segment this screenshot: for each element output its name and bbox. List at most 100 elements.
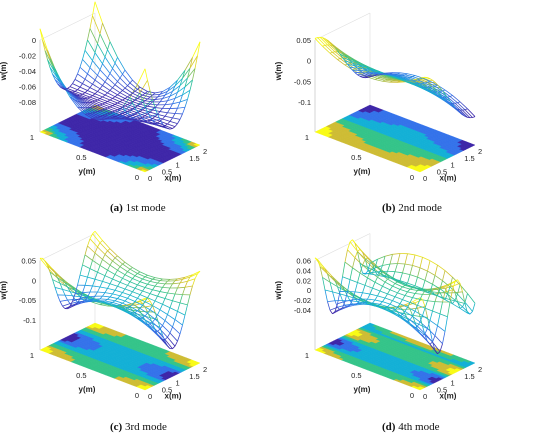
- mesh-line: [319, 266, 328, 275]
- mesh-line: [117, 92, 121, 96]
- mesh-line: [374, 71, 378, 74]
- mesh-line: [184, 285, 193, 288]
- mesh-line: [77, 97, 81, 99]
- mesh-line: [417, 83, 426, 88]
- y-tick-label: 0.5: [351, 153, 361, 162]
- mesh-line: [437, 325, 446, 332]
- mesh-line: [99, 304, 108, 307]
- mesh-line: [374, 277, 378, 283]
- mesh-line: [139, 86, 148, 92]
- mesh-line: [172, 113, 176, 119]
- mesh-line: [177, 106, 186, 109]
- mesh-line: [84, 78, 93, 85]
- mesh-line: [79, 93, 83, 96]
- mesh-line: [447, 96, 456, 104]
- mesh-line: [384, 74, 388, 76]
- mesh-line: [182, 276, 191, 280]
- mesh-line: [422, 280, 426, 289]
- panel-3rd-mode: 0.05 0 -0.05 -0.1 w(m) 0 0.5 1 y(m) 0 0.5 1 1.5 2 x(m)…: [0, 222, 275, 440]
- caption-label: (c): [110, 421, 123, 433]
- mesh-line: [109, 90, 118, 96]
- mesh-line: [157, 334, 161, 339]
- mesh-line: [157, 124, 161, 127]
- mesh-line: [347, 249, 356, 259]
- mesh-line: [382, 72, 386, 75]
- mesh-line: [129, 307, 133, 311]
- mesh-line: [362, 64, 366, 67]
- mesh-line: [107, 288, 116, 291]
- mesh-line: [52, 73, 56, 80]
- mesh-line: [157, 328, 161, 332]
- mesh-line: [102, 254, 106, 260]
- mesh-line: [92, 111, 96, 114]
- mesh-line: [149, 90, 153, 100]
- mesh-line: [124, 105, 133, 110]
- mesh-line: [372, 302, 381, 305]
- mesh-line: [397, 80, 401, 83]
- mesh-line: [429, 87, 438, 93]
- mesh-line: [134, 106, 143, 111]
- mesh-line: [379, 307, 383, 309]
- mesh-line: [372, 282, 376, 289]
- mesh-line: [84, 113, 93, 119]
- mesh-line: [109, 116, 113, 119]
- mesh-line: [82, 293, 86, 297]
- mesh-line: [64, 88, 68, 90]
- mesh-line: [344, 291, 348, 302]
- mesh-line: [92, 252, 96, 261]
- mesh-line: [84, 254, 93, 261]
- mesh-line: [117, 81, 126, 89]
- mesh-line: [427, 81, 436, 87]
- mesh-line: [359, 74, 368, 77]
- mesh-line: [134, 118, 138, 120]
- mesh-line: [62, 278, 66, 283]
- mesh-line: [357, 272, 361, 283]
- mesh-line: [439, 288, 448, 295]
- mesh-line: [114, 306, 118, 309]
- mesh-line: [54, 287, 58, 296]
- mesh-line: [417, 85, 421, 88]
- mesh-line: [427, 260, 431, 272]
- mesh-line: [92, 106, 101, 112]
- mesh-line: [59, 299, 68, 302]
- mesh-line: [119, 295, 128, 299]
- mesh-line: [87, 300, 91, 303]
- mesh-line: [384, 253, 393, 257]
- mesh-line: [392, 75, 396, 78]
- mesh-line: [124, 307, 128, 310]
- mesh-line: [359, 249, 363, 253]
- mesh-line: [134, 112, 138, 115]
- mesh-line: [322, 37, 326, 40]
- mesh-line: [337, 59, 346, 66]
- mesh-line: [109, 111, 113, 114]
- mesh-line: [122, 69, 126, 75]
- mesh-line: [377, 266, 381, 271]
- mesh-line: [402, 75, 411, 78]
- mesh-line: [172, 300, 181, 304]
- mesh-line: [149, 321, 153, 325]
- mesh-line: [404, 285, 413, 289]
- mesh-line: [414, 290, 418, 294]
- mesh-line: [344, 261, 353, 269]
- mesh-line: [159, 108, 163, 112]
- mesh-line: [134, 312, 143, 319]
- mesh-line: [457, 284, 461, 295]
- mesh-line: [139, 317, 143, 319]
- mesh-line: [124, 102, 133, 111]
- mesh-line: [112, 278, 121, 283]
- mesh-line: [57, 74, 61, 80]
- mesh-line: [94, 278, 103, 282]
- mesh-line: [97, 33, 101, 44]
- mesh-line: [347, 304, 356, 308]
- mesh-line: [174, 92, 178, 99]
- mesh-line: [77, 289, 81, 292]
- mesh-line: [344, 249, 348, 263]
- axis-line: [314, 233, 371, 261]
- mesh-line: [449, 104, 453, 107]
- mesh-line: [52, 268, 56, 273]
- mesh-line: [169, 278, 178, 280]
- mesh-line: [434, 85, 443, 92]
- mesh-line: [154, 122, 158, 125]
- mesh-line: [44, 260, 48, 266]
- mesh-line: [119, 281, 128, 286]
